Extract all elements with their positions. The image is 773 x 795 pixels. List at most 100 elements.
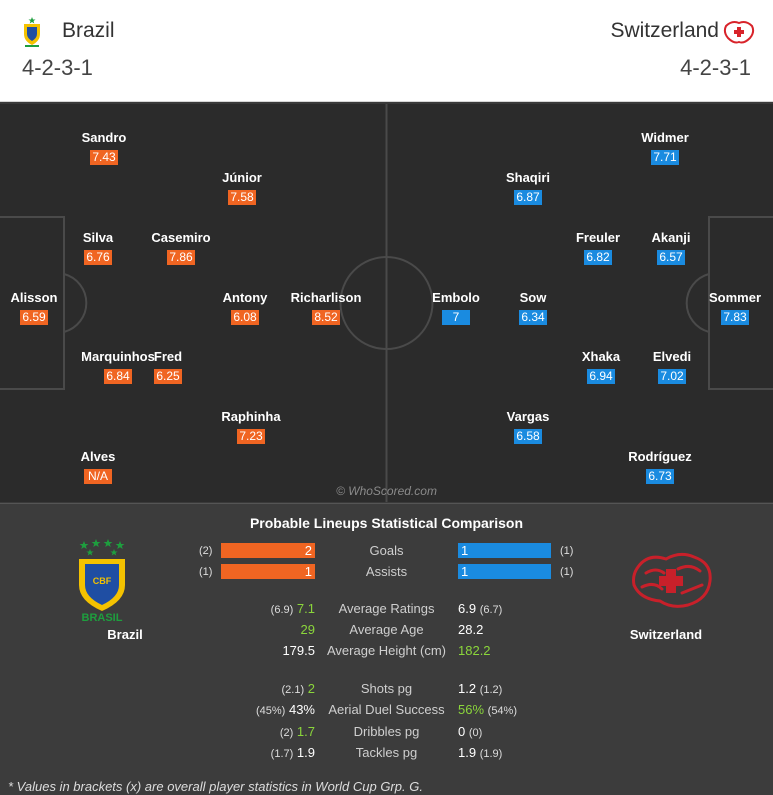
- home-player-marker[interactable]: Sandro 7.43: [49, 130, 159, 166]
- home-stat-bracket: (6.9): [270, 604, 294, 616]
- away-stat-bracket: (1.2): [479, 684, 503, 696]
- stat-row: (6.9) 7.1 Average Ratings 6.9 (6.7): [0, 600, 773, 618]
- away-player-marker[interactable]: Freuler 6.82: [543, 230, 653, 266]
- stat-label: Shots pg: [360, 681, 413, 696]
- stat-row-assists: (1) 1 Assists 1 (1): [0, 563, 773, 581]
- player-name[interactable]: Marquinhos: [81, 349, 155, 364]
- footnote: * Values in brackets (x) are overall pla…: [8, 779, 423, 794]
- away-player-marker[interactable]: Widmer 7.71: [610, 130, 720, 166]
- switzerland-crest-icon: [632, 552, 712, 608]
- match-header: Brazil 4-2-3-1 Switzerland 4-2-3-1: [0, 0, 773, 102]
- player-name[interactable]: Sow: [519, 290, 547, 305]
- player-rating: 7: [442, 310, 470, 325]
- home-player-marker[interactable]: Fred 6.25: [113, 349, 223, 385]
- player-name[interactable]: Casemiro: [151, 230, 211, 245]
- stat-label: Average Height (cm): [327, 643, 446, 658]
- player-name[interactable]: Sandro: [81, 130, 127, 145]
- badge-cbf-text: CBF: [93, 576, 112, 586]
- watermark: © WhoScored.com: [336, 484, 437, 498]
- brazil-crest-icon: [24, 17, 40, 47]
- switzerland-crest-icon: [723, 21, 755, 44]
- away-player-marker[interactable]: Xhaka 6.94: [546, 349, 656, 385]
- player-name[interactable]: Freuler: [575, 230, 621, 245]
- player-name[interactable]: Akanji: [651, 230, 691, 245]
- player-name[interactable]: Alves: [80, 449, 116, 464]
- goals-label: Goals: [369, 543, 404, 558]
- away-stat-value: 6.9: [458, 601, 477, 616]
- player-rating: 6.08: [231, 310, 259, 325]
- player-rating: 7.83: [721, 310, 749, 325]
- player-name[interactable]: Rodríguez: [628, 449, 692, 464]
- player-name[interactable]: Raphinha: [221, 409, 281, 424]
- player-rating: 6.57: [657, 250, 685, 265]
- player-name[interactable]: Alisson: [10, 290, 58, 305]
- home-stat-value: 43%: [288, 702, 315, 717]
- player-rating: 6.73: [646, 469, 674, 484]
- away-stat-value: 0: [458, 724, 466, 739]
- away-team-name[interactable]: Switzerland: [610, 19, 719, 42]
- home-stat-value: 179.5: [282, 643, 315, 658]
- player-rating: 6.58: [514, 429, 542, 444]
- home-player-marker[interactable]: Alves N/A: [43, 449, 153, 485]
- home-player-marker[interactable]: Raphinha 7.23: [196, 409, 306, 445]
- stat-label: Aerial Duel Success: [328, 702, 445, 717]
- stat-label: Average Ratings: [338, 601, 435, 616]
- player-name[interactable]: Xhaka: [581, 349, 621, 364]
- home-player-marker[interactable]: Marquinhos 6.84: [63, 349, 173, 385]
- stat-row: (2.1) 2 Shots pg 1.2 (1.2): [0, 680, 773, 698]
- away-team-label: Switzerland: [629, 627, 703, 642]
- home-assists-bracket: (1): [199, 566, 213, 578]
- home-stat-value: 7.1: [296, 601, 315, 616]
- away-goals-bracket: (1): [560, 545, 574, 557]
- away-player-marker[interactable]: Shaqiri 6.87: [473, 170, 583, 206]
- player-rating: 7.23: [237, 429, 265, 444]
- player-rating: 7.71: [651, 150, 679, 165]
- home-player-marker[interactable]: Casemiro 7.86: [126, 230, 236, 266]
- stat-row: 179.5 Average Height (cm) 182.2: [0, 642, 773, 660]
- player-rating: 7.43: [90, 150, 118, 165]
- player-rating: 6.59: [20, 310, 48, 325]
- away-goals-bar: 1: [458, 543, 551, 558]
- away-player-marker[interactable]: Rodríguez 6.73: [605, 449, 715, 485]
- home-player-marker[interactable]: Júnior 7.58: [187, 170, 297, 206]
- stats-title: Probable Lineups Statistical Comparison: [249, 515, 524, 531]
- home-stat-bracket: (45%): [256, 705, 286, 717]
- player-rating: 6.34: [519, 310, 547, 325]
- away-stat-bracket: (0): [468, 727, 483, 739]
- away-player-marker[interactable]: Elvedi 7.02: [617, 349, 727, 385]
- away-player-marker[interactable]: Sommer 7.83: [680, 290, 773, 326]
- away-player-marker[interactable]: Akanji 6.57: [616, 230, 726, 266]
- player-rating: 6.76: [84, 250, 112, 265]
- player-name[interactable]: Júnior: [222, 170, 262, 185]
- stat-label: Average Age: [349, 622, 424, 637]
- player-name[interactable]: Vargas: [506, 409, 550, 424]
- stats-comparison-panel: Probable Lineups Statistical Comparison …: [0, 503, 773, 795]
- away-player-marker[interactable]: Embolo 7: [401, 290, 511, 326]
- player-name[interactable]: Fred: [153, 349, 183, 364]
- home-team-name[interactable]: Brazil: [62, 19, 115, 42]
- away-stat-value: 56%: [458, 702, 485, 717]
- away-assists-bracket: (1): [560, 566, 574, 578]
- home-player-marker[interactable]: Antony 6.08: [190, 290, 300, 326]
- player-name[interactable]: Antony: [222, 290, 268, 305]
- away-stat-bracket: (1.9): [479, 748, 503, 760]
- player-name[interactable]: Sommer: [708, 290, 762, 305]
- player-rating: N/A: [84, 469, 112, 484]
- player-name[interactable]: Richarlison: [290, 290, 362, 305]
- player-name[interactable]: Elvedi: [652, 349, 692, 364]
- player-name[interactable]: Silva: [82, 230, 114, 245]
- player-rating: 8.52: [312, 310, 340, 325]
- home-player-marker[interactable]: Richarlison 8.52: [271, 290, 381, 326]
- player-name[interactable]: Widmer: [641, 130, 689, 145]
- away-player-marker[interactable]: Vargas 6.58: [473, 409, 583, 445]
- player-name[interactable]: Embolo: [432, 290, 480, 305]
- home-player-marker[interactable]: Alisson 6.59: [0, 290, 89, 326]
- player-rating: 6.87: [514, 190, 542, 205]
- home-formation: 4-2-3-1: [22, 55, 93, 80]
- player-name[interactable]: Shaqiri: [505, 170, 551, 185]
- home-player-marker[interactable]: Silva 6.76: [43, 230, 153, 266]
- assists-label: Assists: [365, 564, 408, 579]
- away-player-marker[interactable]: Sow 6.34: [478, 290, 588, 326]
- pitch-markings: [0, 104, 773, 502]
- home-stat-value: 29: [300, 622, 315, 637]
